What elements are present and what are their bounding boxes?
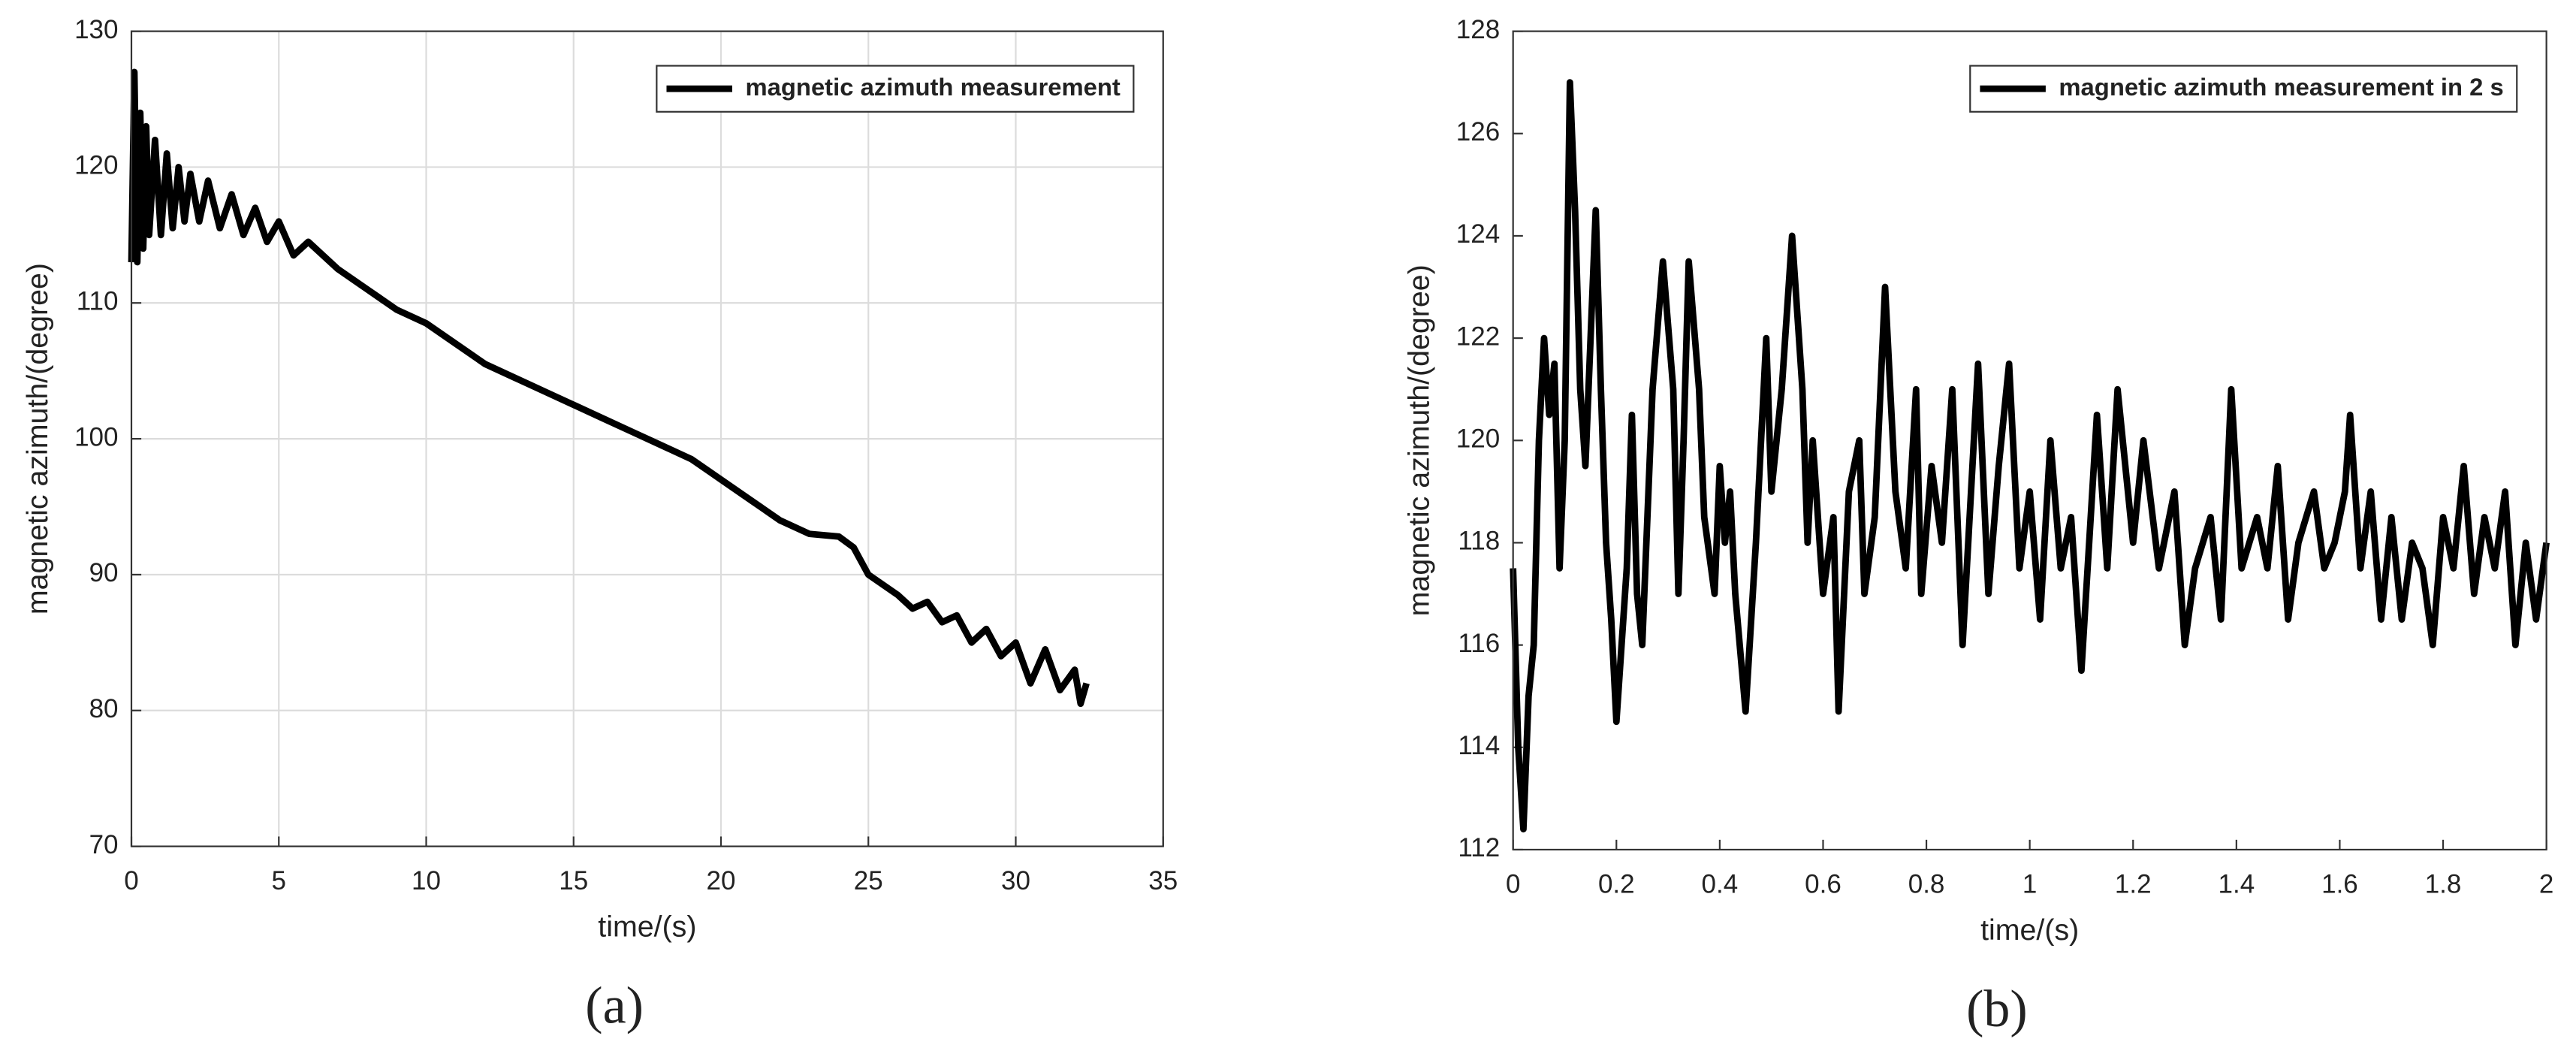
x-tick-label: 0.8 [1908, 869, 1945, 898]
y-tick-label: 120 [74, 151, 118, 180]
x-tick-label: 0 [124, 866, 138, 895]
x-tick-label: 20 [707, 866, 736, 895]
y-tick-label: 110 [77, 287, 119, 316]
x-tick-label: 1.6 [2321, 869, 2358, 898]
data-line [1510, 79, 2550, 833]
legend-label: magnetic azimuth measurement in 2 s [2059, 73, 2503, 101]
axes-frame [1512, 30, 2547, 851]
legend: magnetic azimuth measurement [656, 65, 1135, 113]
x-tick-label: 2 [2539, 869, 2553, 898]
y-tick-label: 124 [1456, 219, 1500, 249]
y-tick-label: 100 [74, 422, 118, 451]
x-tick-label: 10 [412, 866, 441, 895]
x-tick-label: 30 [1001, 866, 1030, 895]
y-tick-label: 128 [1456, 15, 1500, 44]
x-tick-label: 0.2 [1598, 869, 1635, 898]
x-tick-label: 5 [272, 866, 286, 895]
x-tick-label: 35 [1148, 866, 1178, 895]
y-tick-label: 70 [89, 830, 119, 859]
y-tick-label: 80 [89, 694, 119, 723]
y-tick-label: 122 [1456, 322, 1500, 351]
legend-box [1969, 65, 2518, 113]
x-tick-label: 0.4 [1702, 869, 1739, 898]
y-axis-label: magnetic azimuth/(degree) [1403, 264, 1436, 616]
y-tick-label: 126 [1456, 117, 1500, 146]
y-tick-label: 118 [1458, 527, 1500, 556]
y-tick-label: 116 [1458, 629, 1500, 658]
y-tick-label: 130 [74, 15, 118, 44]
plot-area [1513, 31, 2547, 850]
y-axis-label: magnetic azimuth/(degree) [21, 263, 54, 615]
x-tick-label: 1.2 [2115, 869, 2152, 898]
legend: magnetic azimuth measurement in 2 s [1969, 65, 2518, 113]
panel-label: (b) [1966, 980, 2028, 1038]
y-tick-label: 90 [89, 558, 119, 587]
x-axis-label: time/(s) [1980, 914, 2079, 947]
y-tick-label: 112 [1458, 833, 1500, 862]
axes-frame [130, 30, 1164, 847]
x-tick-label: 1.8 [2425, 869, 2462, 898]
x-tick-label: 0 [1506, 869, 1520, 898]
panel-label: (a) [585, 977, 644, 1034]
y-tick-label: 114 [1458, 731, 1500, 760]
x-axis-label: time/(s) [598, 910, 696, 943]
legend-box [656, 65, 1135, 113]
x-tick-label: 15 [559, 866, 588, 895]
y-tick-label: 120 [1456, 424, 1500, 454]
x-tick-label: 1.4 [2219, 869, 2255, 898]
x-tick-label: 0.6 [1805, 869, 1842, 898]
x-tick-label: 1 [2022, 869, 2037, 898]
legend-label: magnetic azimuth measurement [745, 73, 1120, 101]
x-tick-label: 25 [854, 866, 883, 895]
data-line [128, 68, 1090, 708]
